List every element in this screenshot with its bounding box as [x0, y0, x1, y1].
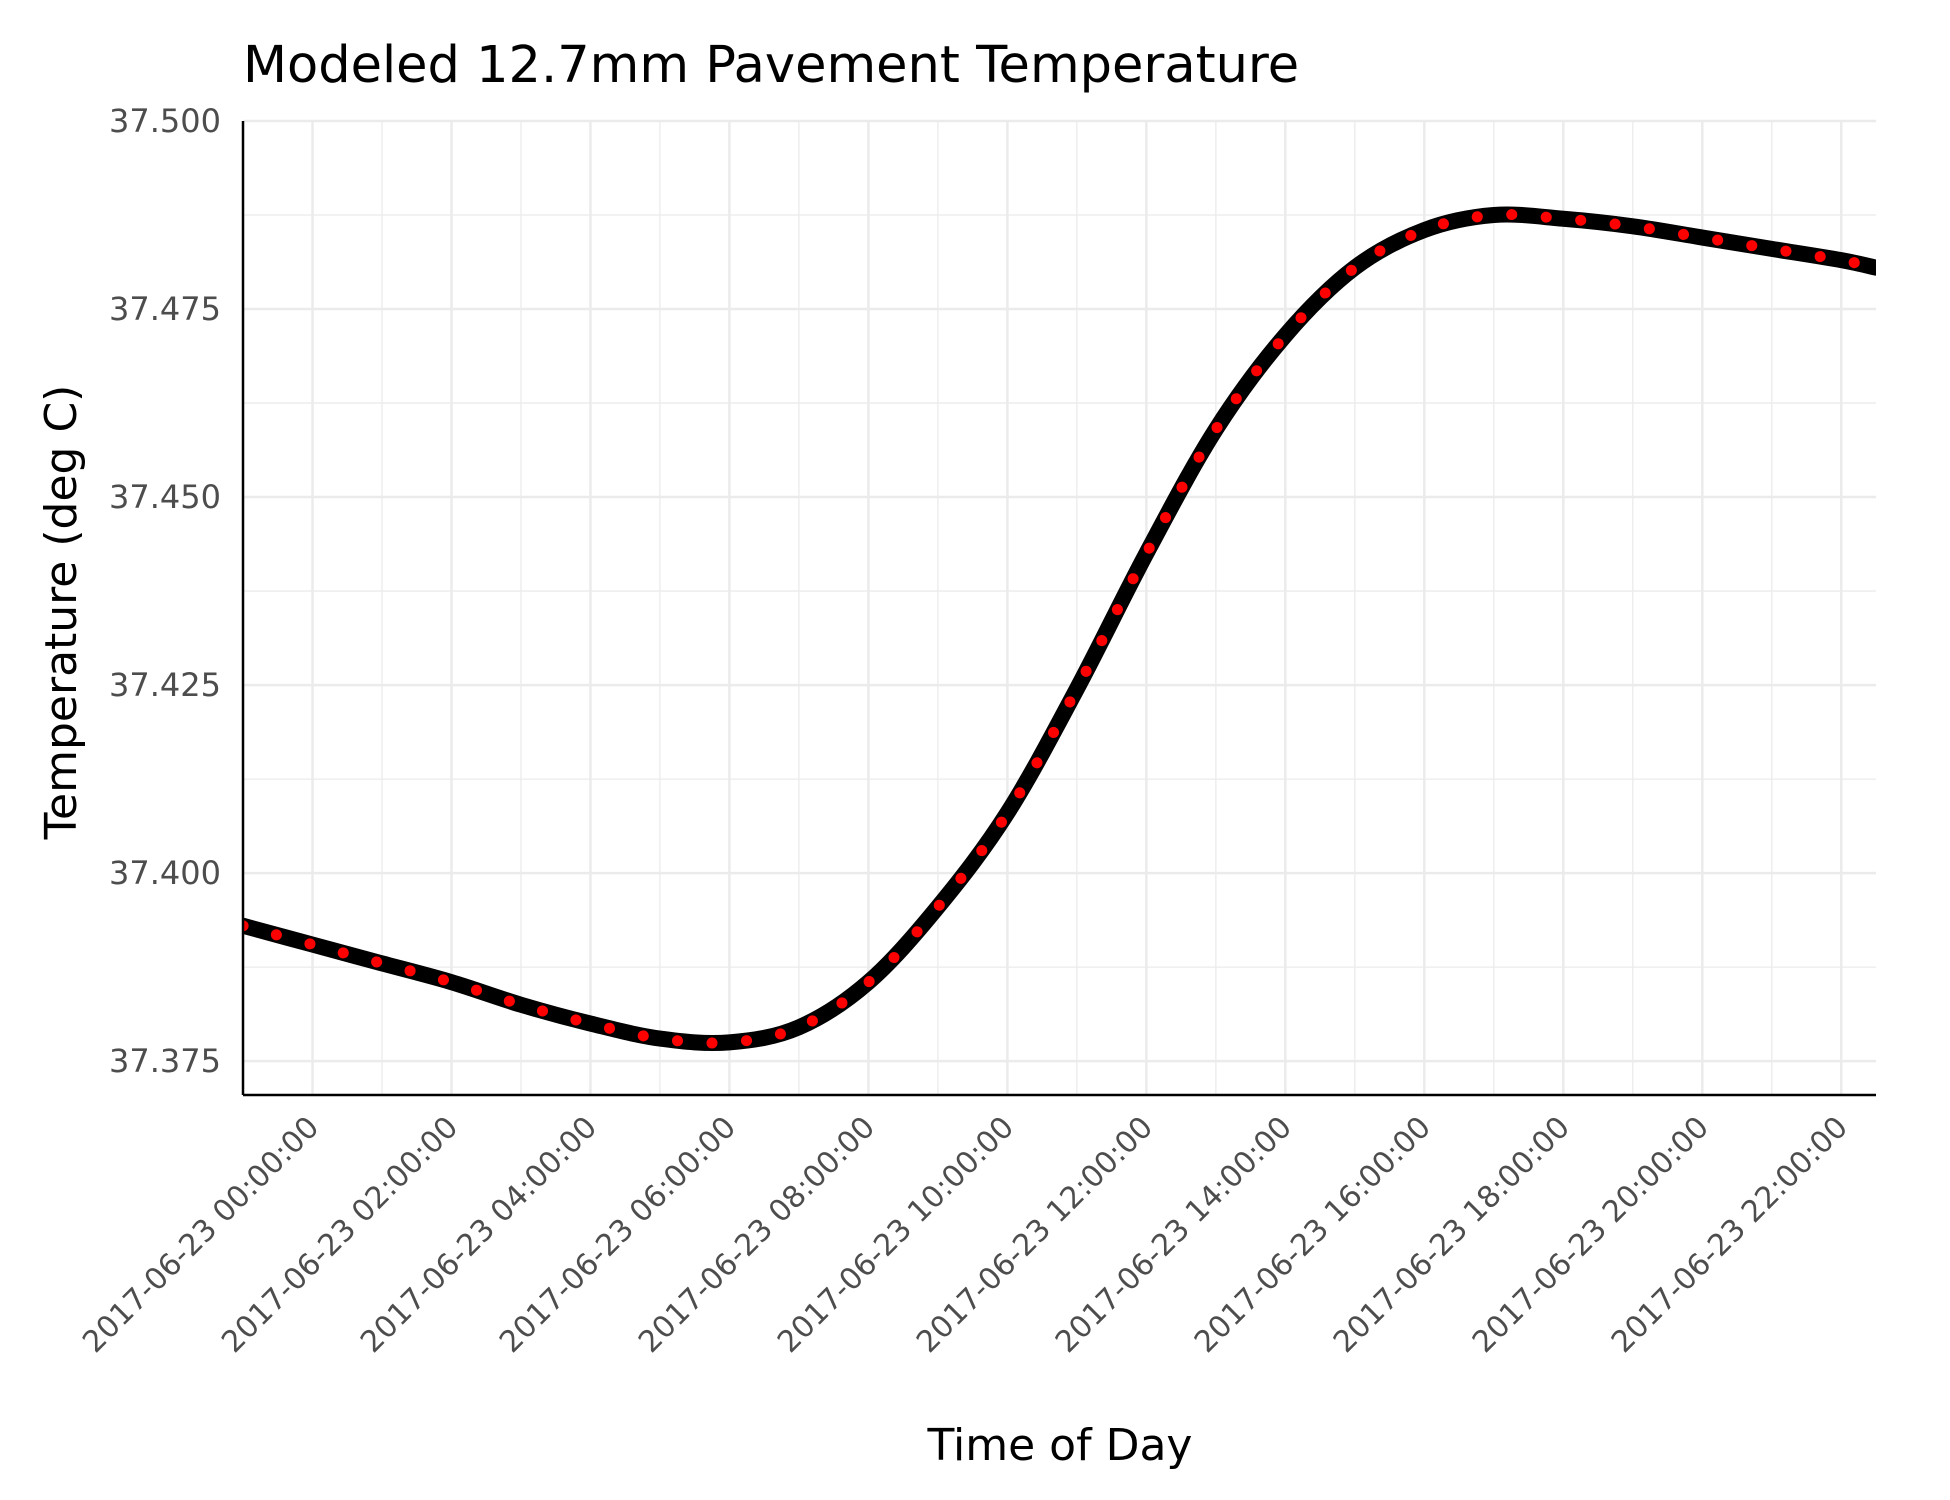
x-tick-label: 2017-06-23 06:00:00	[493, 1110, 743, 1360]
y-tick-label: 37.400	[109, 854, 221, 892]
x-tick-label: 2017-06-23 12:00:00	[910, 1110, 1160, 1360]
y-tick-label: 37.425	[109, 666, 221, 704]
y-tick-label: 37.500	[109, 102, 221, 140]
y-tick-label: 37.475	[109, 290, 221, 328]
axes	[241, 121, 1876, 1097]
series-line-dotted	[243, 209, 1876, 1049]
x-tick-label: 2017-06-23 04:00:00	[354, 1110, 604, 1360]
x-tick-label: 2017-06-23 08:00:00	[632, 1110, 882, 1360]
grid-lines	[243, 119, 1876, 1095]
y-tick-label: 37.450	[109, 478, 221, 516]
chart-title: Modeled 12.7mm Pavement Temperature	[243, 36, 1299, 95]
x-tick-label: 2017-06-23 16:00:00	[1188, 1110, 1438, 1360]
x-tick-label: 2017-06-23 18:00:00	[1327, 1110, 1577, 1360]
x-axis-title: Time of Day	[927, 1420, 1193, 1471]
series-lines	[243, 206, 1876, 1051]
x-tick-label: 2017-06-23 22:00:00	[1605, 1110, 1855, 1360]
x-tick-label: 2017-06-23 00:00:00	[76, 1110, 326, 1360]
x-tick-label: 2017-06-23 14:00:00	[1049, 1110, 1299, 1360]
y-axis-ticks: 37.375 37.400 37.425 37.450 37.475 37.500	[109, 102, 221, 1080]
series-line-solid	[243, 206, 1876, 1051]
x-tick-label: 2017-06-23 10:00:00	[771, 1110, 1021, 1360]
x-tick-label: 2017-06-23 02:00:00	[215, 1110, 465, 1360]
x-tick-label: 2017-06-23 20:00:00	[1466, 1110, 1716, 1360]
y-tick-label: 37.375	[109, 1042, 221, 1080]
y-axis-title: Temperature (deg C)	[36, 385, 87, 841]
